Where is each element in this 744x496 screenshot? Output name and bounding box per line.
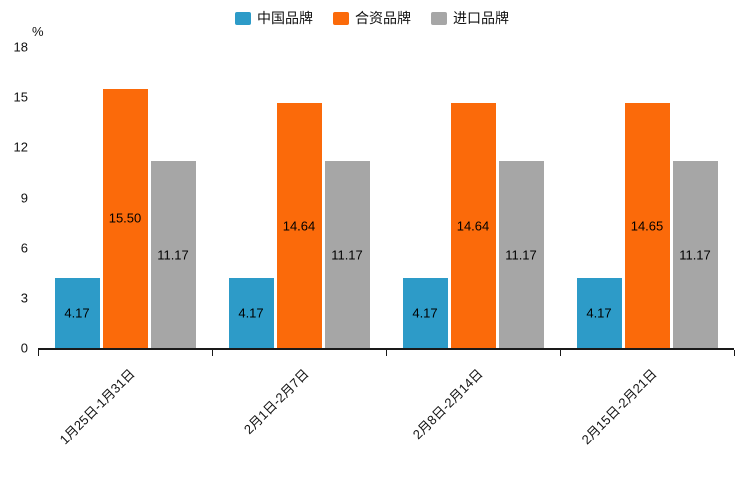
bar: 11.17 [324,161,370,348]
x-axis-tick [733,350,735,356]
x-axis-labels: 1月25日-1月31日 2月1日-2月7日 2月8日-2月14日 2月15日-2月21… [38,358,734,488]
bar-value-label: 15.50 [108,210,142,226]
bar-value-label: 4.17 [586,305,612,321]
bar-group-2: 4.17 14.64 11.17 [386,47,560,348]
legend-item-0[interactable]: 中国品牌 [235,8,313,28]
bar-group-3: 4.17 14.65 11.17 [560,47,734,348]
legend-swatch-icon [333,11,349,25]
x-axis-label: 1月25日-1月31日 [56,366,138,448]
legend-item-1[interactable]: 合资品牌 [333,8,411,28]
bar: 4.17 [576,278,622,348]
y-axis-unit-label: % [32,24,44,39]
y-tick-label: 18 [13,39,28,55]
y-tick-label: 0 [20,340,28,356]
legend-label: 中国品牌 [257,10,313,26]
bar: 14.65 [624,103,670,348]
legend-label: 合资品牌 [355,10,411,26]
bar: 11.17 [498,161,544,348]
y-tick-label: 15 [13,89,28,105]
x-axis-label: 2月15日-2月21日 [578,366,660,448]
plot-area: 4.17 15.50 11.17 4.17 14.64 11.17 4.17 14.64 11.… [37,47,735,356]
bar-value-label: 11.17 [679,247,711,263]
bar-value-label: 11.17 [505,247,537,263]
x-axis-label: 2月8日-2月14日 [409,366,486,443]
bar-value-label: 4.17 [238,305,264,321]
bar: 11.17 [672,161,718,348]
bar: 11.17 [150,161,196,348]
legend-swatch-icon [235,11,251,25]
bar: 14.64 [276,103,322,348]
x-axis-tick [559,350,561,356]
bar-value-label: 14.65 [630,218,664,234]
x-axis-tick [37,350,39,356]
bar-value-label: 11.17 [157,247,189,263]
bar: 4.17 [228,278,274,348]
x-axis-tick [211,350,213,356]
x-axis-label: 2月1日-2月7日 [240,366,312,438]
bar-group-0: 4.17 15.50 11.17 [38,47,212,348]
x-axis-tick [385,350,387,356]
y-tick-label: 9 [20,190,28,205]
y-axis: 0 3 6 9 12 15 18 [0,41,30,355]
bar: 15.50 [102,88,148,348]
bar: 4.17 [402,278,448,348]
legend: 中国品牌 合资品牌 进口品牌 [0,8,744,28]
y-tick-label: 12 [13,139,28,155]
bar-value-label: 11.17 [331,247,363,263]
bar-value-label: 4.17 [412,305,438,321]
legend-swatch-icon [431,11,447,25]
bar-value-label: 4.17 [64,305,90,321]
legend-label: 进口品牌 [453,10,509,26]
legend-item-2[interactable]: 进口品牌 [431,8,509,28]
y-tick-label: 6 [20,240,28,256]
y-tick-label: 3 [20,290,28,306]
bar: 4.17 [54,278,100,348]
bar-value-label: 14.64 [282,218,316,234]
bar: 14.64 [450,103,496,348]
bar-value-label: 14.64 [456,218,490,234]
bar-group-1: 4.17 14.64 11.17 [212,47,386,348]
